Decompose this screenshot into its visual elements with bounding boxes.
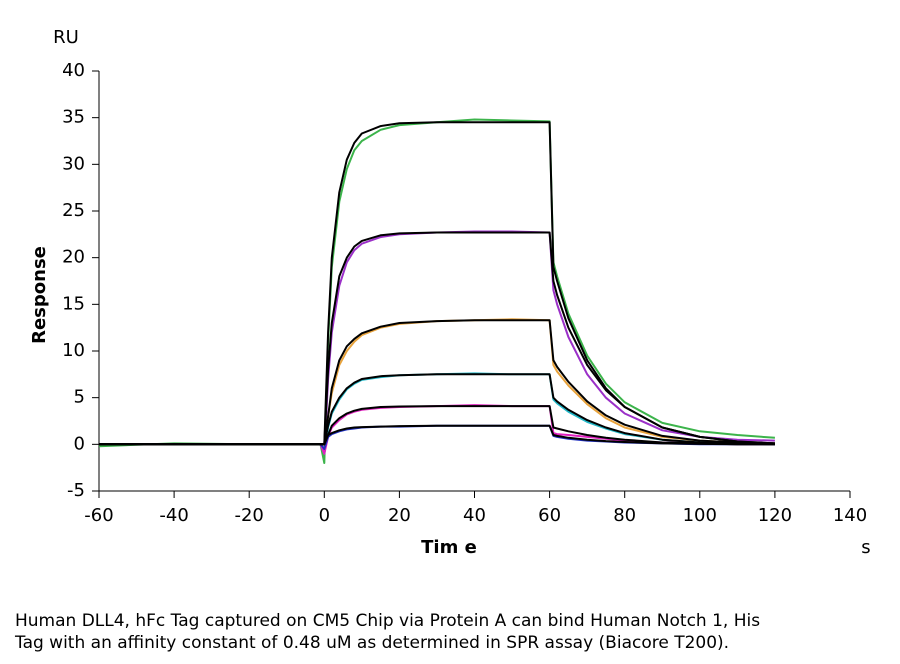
series-line xyxy=(99,318,775,455)
x-tick-label: 140 xyxy=(833,505,867,526)
x-tick-label: -40 xyxy=(159,505,188,526)
x-tick-label: 20 xyxy=(388,505,411,526)
caption: Tag with an affinity constant of 0.48 uM… xyxy=(14,633,729,653)
series-line xyxy=(99,231,775,446)
y-tick-label: 35 xyxy=(62,107,85,128)
caption: Human DLL4, hFc Tag captured on CM5 Chip… xyxy=(15,611,760,631)
series-line xyxy=(99,230,775,455)
x-tick-label: 80 xyxy=(613,505,636,526)
y-tick-label: 20 xyxy=(62,247,85,268)
x-tick-label: -20 xyxy=(234,505,263,526)
y-tick-label: 10 xyxy=(62,340,85,361)
series-line xyxy=(98,118,775,464)
series-line xyxy=(99,372,775,455)
y-tick-label: 25 xyxy=(62,200,85,221)
x-axis-label: Tim e xyxy=(421,537,477,558)
x-tick-label: 40 xyxy=(463,505,486,526)
y-tick-label: 30 xyxy=(62,153,85,174)
x-tick-label: 100 xyxy=(683,505,717,526)
series-line xyxy=(99,373,775,446)
y-tick-label: 5 xyxy=(74,387,85,408)
x-tick-label: 0 xyxy=(319,505,330,526)
x-tick-label: 60 xyxy=(538,505,561,526)
series-line xyxy=(99,424,775,446)
y-tick-label: 15 xyxy=(62,293,85,314)
series-line xyxy=(99,121,775,446)
x-tick-label: 120 xyxy=(758,505,792,526)
y-tick-label: 0 xyxy=(74,433,85,454)
y-tick-label: 40 xyxy=(62,60,85,81)
y-unit: RU xyxy=(53,27,79,48)
y-axis-label: Response xyxy=(29,246,50,344)
x-tick-label: -60 xyxy=(84,505,113,526)
x-unit: s xyxy=(861,537,870,558)
y-tick-label: -5 xyxy=(67,480,85,501)
